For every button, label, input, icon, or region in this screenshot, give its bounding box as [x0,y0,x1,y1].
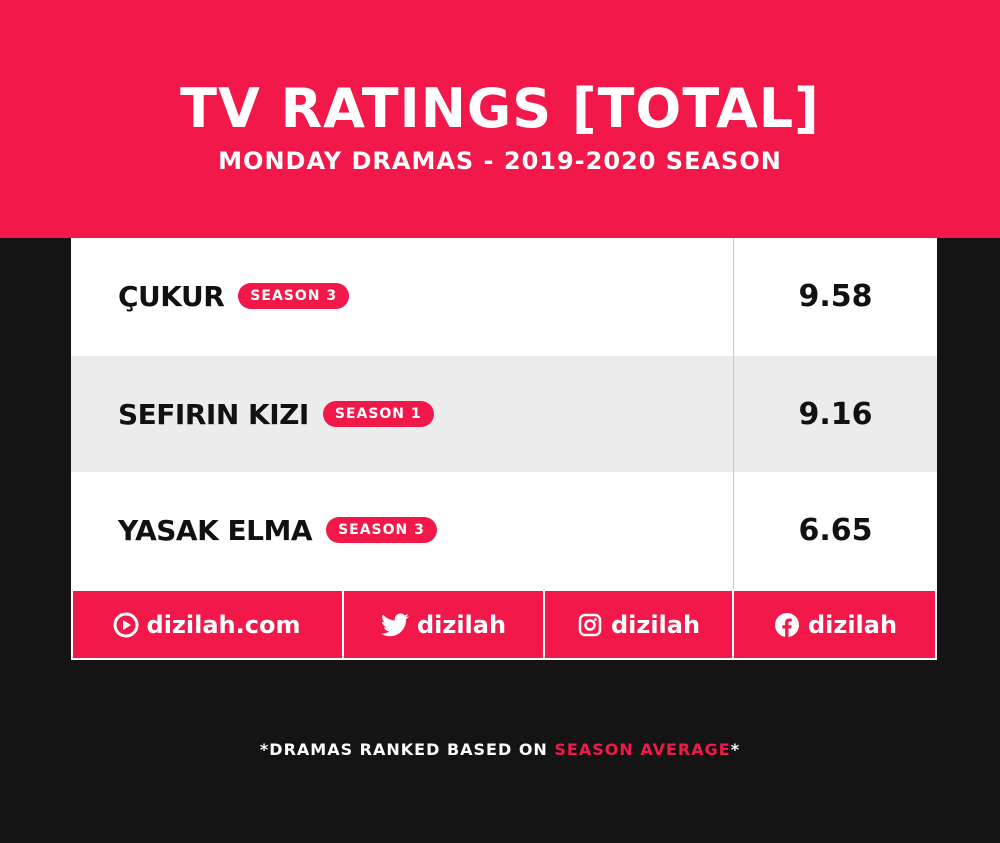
rating-value: 9.16 [798,396,873,432]
row-name-cell: ÇUKUR SEASON 3 [118,238,350,354]
instagram-link[interactable]: dizilah [545,590,734,659]
twitter-link[interactable]: dizilah [344,590,545,659]
show-name: YASAK ELMA [118,513,313,547]
table-row: ÇUKUR SEASON 3 9.58 [71,238,937,354]
page-subtitle: MONDAY DRAMAS - 2019-2020 SEASON [218,147,782,175]
rating-value: 9.58 [798,278,873,314]
footnote-suffix: * [730,740,741,759]
dizilah-logo-icon [113,612,139,637]
season-badge: SEASON 1 [322,401,434,427]
facebook-icon [774,612,799,637]
table-row: SEFIRIN KIZI SEASON 1 9.16 [71,356,937,472]
show-name: ÇUKUR [118,279,225,313]
website-link[interactable]: dizilah.com [71,590,344,659]
season-badge: SEASON 3 [238,283,350,309]
instagram-icon [578,613,602,636]
twitter-icon [380,612,409,636]
facebook-label: dizilah [807,610,898,639]
social-footer: dizilah.com dizilah dizilah dizilah [71,590,937,659]
column-divider [733,238,734,590]
page-title: TV RATINGS [TOTAL] [180,77,820,140]
table-row: YASAK ELMA SEASON 3 6.65 [71,472,937,588]
footnote: *DRAMAS RANKED BASED ON SEASON AVERAGE* [0,740,1000,759]
footnote-prefix: *DRAMAS RANKED BASED ON [259,740,555,759]
rating-value: 6.65 [798,512,873,548]
ratings-table: ÇUKUR SEASON 3 9.58 SEFIRIN KIZI SEASON … [71,238,937,659]
season-badge: SEASON 3 [326,517,437,543]
facebook-link[interactable]: dizilah [734,590,937,659]
footnote-highlight: SEASON AVERAGE [554,740,731,759]
instagram-label: dizilah [610,610,701,639]
twitter-label: dizilah [416,610,507,639]
header-banner: TV RATINGS [TOTAL] MONDAY DRAMAS - 2019-… [0,0,1000,238]
row-name-cell: YASAK ELMA SEASON 3 [118,472,437,588]
row-name-cell: SEFIRIN KIZI SEASON 1 [118,356,434,472]
show-name: SEFIRIN KIZI [118,397,309,431]
website-label: dizilah.com [146,610,301,639]
